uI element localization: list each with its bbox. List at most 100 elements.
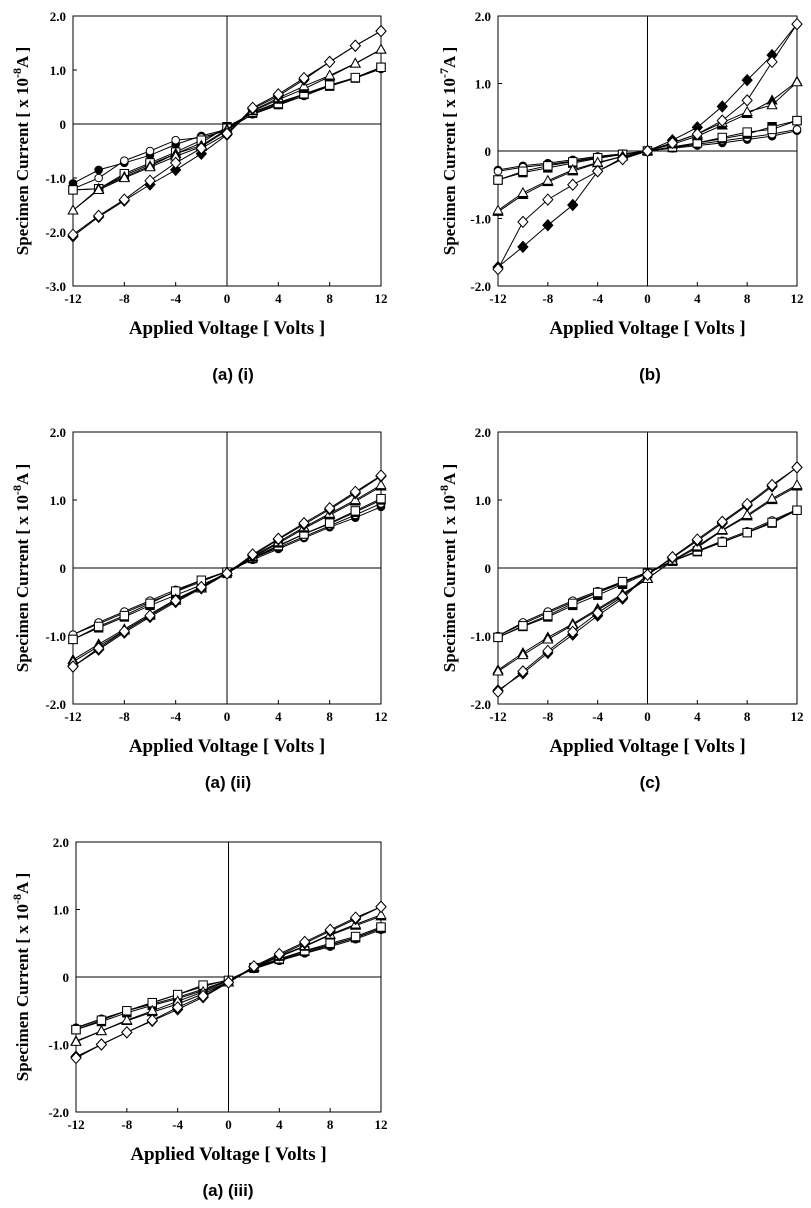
data-point — [791, 17, 803, 31]
data-point — [122, 1006, 132, 1016]
y-tick-label: -3.0 — [45, 279, 66, 294]
data-point — [791, 76, 803, 87]
data-point — [741, 508, 753, 520]
x-tick-label: -8 — [542, 291, 553, 306]
data-point — [641, 568, 654, 582]
data-point — [323, 501, 336, 515]
x-tick-label: 0 — [644, 709, 651, 724]
x-tick-label: 4 — [275, 709, 282, 724]
data-point — [169, 163, 182, 177]
data-point — [493, 632, 503, 643]
y-tick-label: 0 — [63, 970, 70, 985]
data-point — [791, 461, 803, 474]
y-tick-label: -2.0 — [470, 697, 491, 712]
data-point — [591, 606, 604, 620]
x-tick-label: 12 — [375, 291, 388, 306]
x-tick-label: 12 — [791, 291, 804, 306]
data-point — [197, 989, 209, 1003]
data-point — [246, 101, 259, 115]
y-axis-label: Specimen Current [ x 10-8A ] — [437, 464, 459, 672]
data-point — [492, 665, 504, 676]
y-axis-label-unit: A ] — [440, 47, 459, 68]
x-tick-label: 8 — [326, 291, 333, 306]
x-tick-label: 8 — [744, 291, 751, 306]
data-point — [666, 136, 679, 150]
chart-panel-5: -12 -8 -4 0 4 8 12 2.0 1.0 0 -1.0 -2.0 Applied Volta… — [10, 835, 388, 1200]
x-tick-label: -8 — [121, 1117, 132, 1132]
data-point — [118, 193, 131, 206]
x-tick-label: -12 — [489, 709, 506, 724]
y-tick-label: 2.0 — [50, 9, 66, 24]
data-point — [298, 71, 310, 85]
y-tick-label: -1.0 — [45, 171, 66, 186]
x-tick-label: -4 — [172, 1117, 183, 1132]
data-point — [542, 633, 554, 644]
data-point — [567, 163, 579, 174]
data-point — [67, 660, 79, 673]
data-point — [94, 173, 103, 183]
panel-caption: (a) (ii) — [205, 773, 251, 792]
x-axis-label: Applied Voltage [ Volts ] — [129, 736, 325, 757]
x-tick-label: 4 — [275, 291, 282, 306]
y-tick-label: 2.0 — [475, 9, 491, 24]
data-point — [350, 506, 361, 516]
data-point — [71, 1024, 81, 1035]
data-point — [93, 183, 105, 194]
x-tick-label: -8 — [119, 709, 130, 724]
y-axis-label: Specimen Current [ x 10-8A ] — [10, 464, 32, 672]
y-axis-label-exponent: -8 — [437, 485, 451, 495]
data-point — [543, 610, 553, 621]
y-tick-label: -2.0 — [45, 225, 66, 240]
data-point — [298, 516, 310, 530]
data-point — [67, 204, 79, 215]
data-point — [542, 193, 554, 206]
data-point — [376, 493, 386, 504]
data-point — [272, 88, 285, 101]
data-point — [568, 598, 578, 609]
data-point — [493, 166, 503, 176]
data-point — [791, 479, 803, 490]
data-point — [350, 72, 361, 83]
y-tick-label: -2.0 — [45, 697, 66, 712]
x-tick-label: 12 — [375, 709, 388, 724]
data-point — [93, 621, 104, 632]
data-point — [792, 505, 802, 515]
data-point — [375, 479, 387, 490]
data-point — [248, 959, 260, 973]
data-point — [517, 215, 529, 229]
data-point — [792, 125, 802, 134]
x-tick-label: 12 — [791, 709, 804, 724]
data-point — [766, 99, 778, 110]
y-axis-label-exponent: -8 — [10, 894, 24, 904]
y-tick-label: -1.0 — [470, 212, 491, 227]
data-point — [121, 1014, 133, 1025]
chart-panel-1: -12 -8 -4 0 4 8 12 2.0 1.0 0 -1.0 -2.0 -3.0 Applied V… — [10, 9, 388, 384]
data-point — [118, 171, 130, 183]
data-point — [567, 625, 579, 639]
y-axis-label-unit: A ] — [13, 464, 32, 485]
y-tick-label: -1.0 — [45, 629, 66, 644]
x-tick-label: 8 — [744, 709, 751, 724]
x-tick-label: 8 — [326, 709, 333, 724]
y-axis-label: Specimen Current [ x 10-7A ] — [437, 47, 459, 255]
data-point — [221, 127, 233, 140]
data-point — [741, 497, 753, 511]
x-tick-label: -4 — [592, 709, 603, 724]
data-point — [375, 908, 387, 919]
series-diamond-open — [492, 17, 803, 276]
data-point — [195, 580, 208, 594]
x-tick-label: -12 — [64, 291, 81, 306]
data-point — [92, 209, 105, 223]
panel-caption: (a) (i) — [212, 365, 254, 384]
y-tick-label: 0 — [485, 561, 492, 576]
data-point — [169, 594, 182, 607]
chart-panel-2: -12 -8 -4 0 4 8 12 2.0 1.0 0 -1.0 -2.0 Applied Volta… — [437, 9, 804, 384]
panel-caption: (c) — [640, 773, 661, 792]
data-point — [376, 62, 386, 72]
data-point — [169, 156, 182, 170]
panel-caption: (b) — [639, 365, 661, 384]
data-point — [567, 198, 579, 212]
data-point — [195, 142, 208, 155]
data-point — [349, 39, 362, 52]
x-tick-label: 8 — [327, 1117, 334, 1132]
